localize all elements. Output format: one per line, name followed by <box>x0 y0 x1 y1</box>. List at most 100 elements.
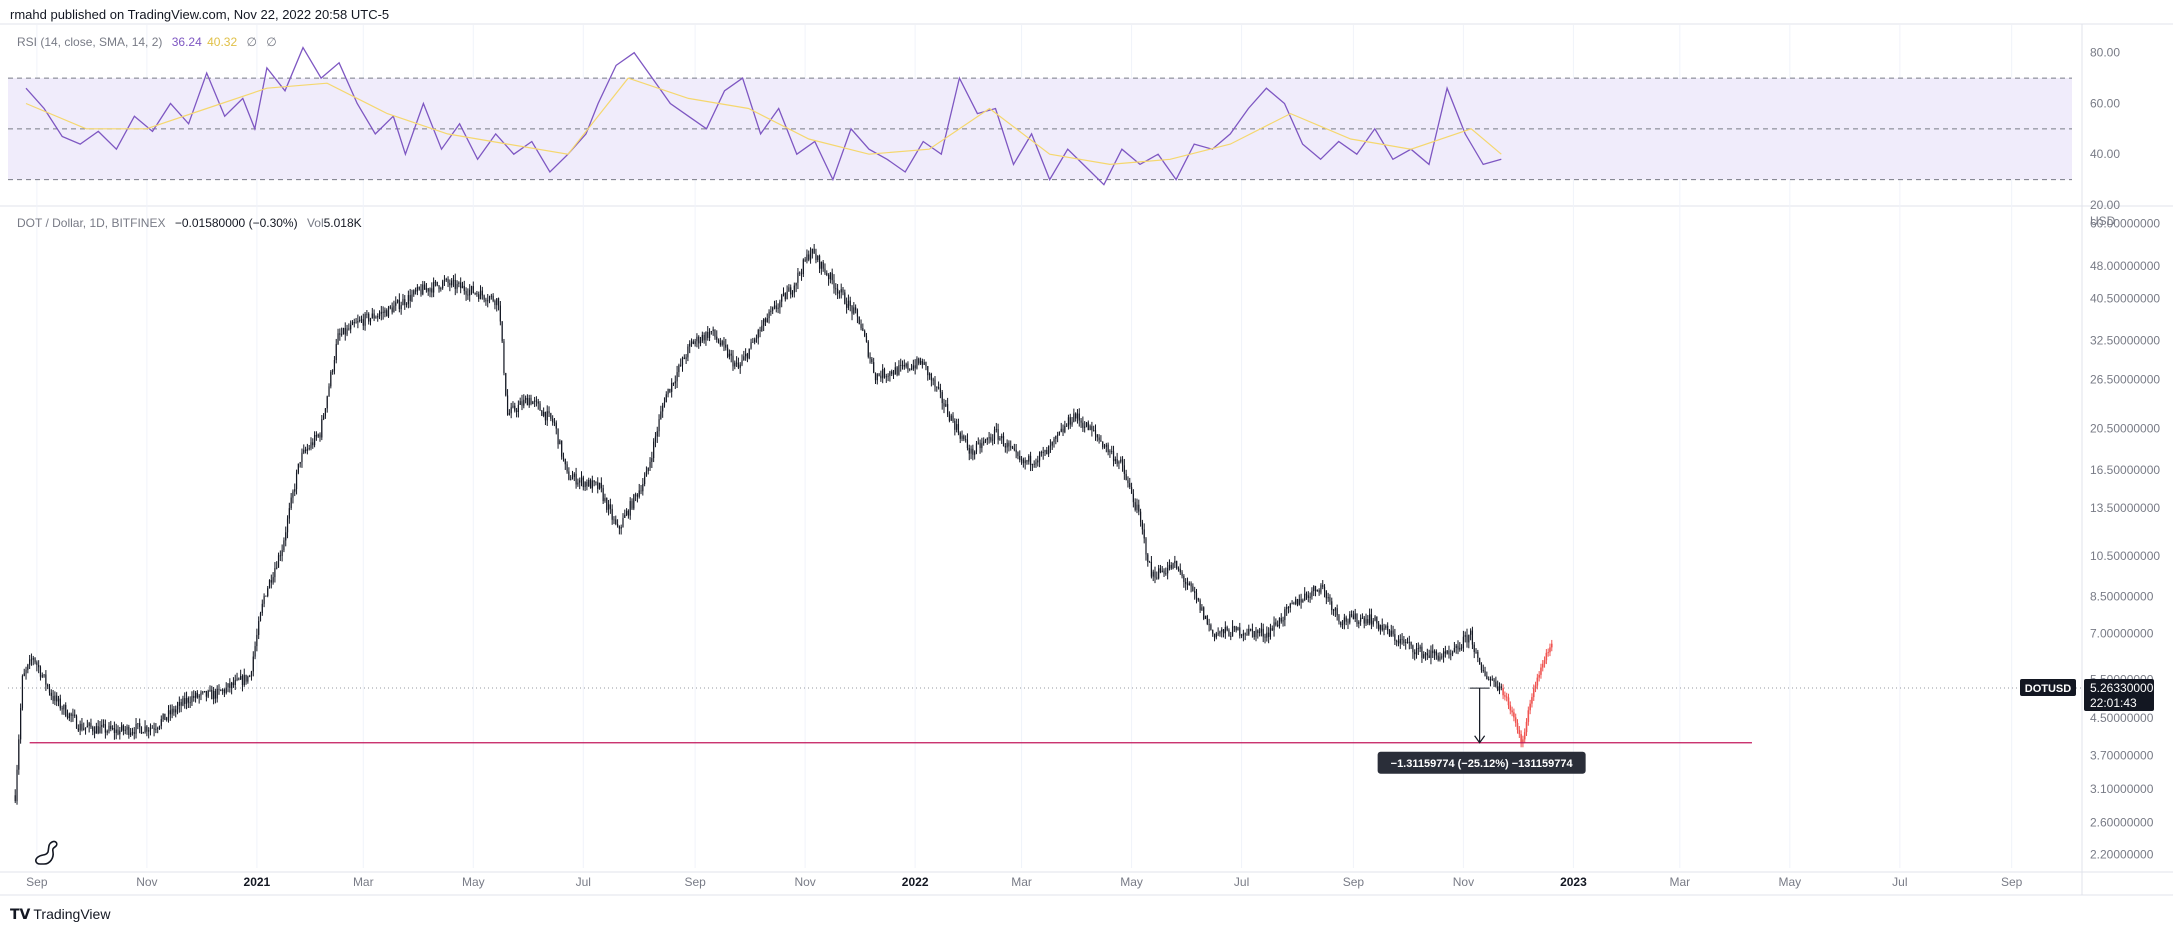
candle-body <box>649 461 651 468</box>
candle <box>739 362 741 374</box>
candle-body <box>1432 650 1434 654</box>
candle-body <box>1123 465 1125 474</box>
candle <box>1302 598 1304 603</box>
price-y-tick-label: 13.50000000 <box>2090 501 2160 515</box>
candle <box>1143 523 1145 544</box>
candle-body <box>1112 451 1115 462</box>
candle-body <box>956 424 958 430</box>
candle-body <box>932 379 934 381</box>
candle-body <box>124 729 126 731</box>
candle <box>1201 604 1203 611</box>
candle <box>223 688 226 698</box>
candle-body <box>579 480 581 483</box>
candle <box>1491 675 1493 681</box>
candle <box>591 475 593 493</box>
candle-body <box>831 272 833 281</box>
candle-body <box>849 300 851 306</box>
candle <box>1121 456 1124 472</box>
candle-body <box>784 293 786 300</box>
candle <box>292 489 294 504</box>
candle-body <box>586 482 588 487</box>
candle <box>1480 662 1483 673</box>
candle-body <box>162 713 164 720</box>
candle <box>386 308 388 317</box>
candle-body <box>683 357 685 359</box>
candle <box>193 690 195 702</box>
tradingview-logo[interactable]: 𝗧𝗩 TradingView <box>10 906 110 923</box>
candle <box>829 272 831 284</box>
candle <box>66 709 69 720</box>
candle <box>1287 606 1290 614</box>
projection-candle <box>1545 649 1548 665</box>
candle <box>469 284 471 302</box>
candle-body <box>1201 607 1203 611</box>
candle <box>1385 624 1387 630</box>
candle <box>270 574 272 589</box>
candle <box>761 320 763 332</box>
candle <box>638 483 640 499</box>
candle <box>914 359 916 375</box>
candle-body <box>281 550 283 556</box>
candle-body <box>782 293 785 296</box>
projection-body <box>1520 734 1522 744</box>
price-y-tick-label: 7.00000000 <box>2090 627 2154 641</box>
candle-body <box>699 340 702 344</box>
candle <box>440 286 442 292</box>
candle <box>72 708 74 722</box>
candle-body <box>209 689 211 691</box>
candle <box>1044 449 1046 456</box>
candle <box>1170 562 1172 570</box>
candle-body <box>1071 421 1073 425</box>
candle <box>1150 555 1153 579</box>
candle <box>1129 477 1131 490</box>
candle-body <box>290 497 292 509</box>
candle <box>416 284 418 296</box>
candle <box>853 302 855 315</box>
candle <box>281 544 283 562</box>
candle <box>797 267 799 290</box>
candle <box>1168 559 1171 571</box>
candle-body <box>885 376 887 378</box>
candle-body <box>117 729 119 735</box>
volume-label-text: Vol <box>306 216 324 230</box>
candle-body <box>1331 601 1333 611</box>
candle <box>84 727 87 735</box>
candle-body <box>804 259 806 261</box>
candle <box>997 423 999 445</box>
candle <box>454 273 456 296</box>
candle <box>941 389 943 410</box>
candle <box>25 666 27 680</box>
candle-body <box>1058 431 1061 435</box>
dino-icon <box>35 840 58 865</box>
candle <box>849 296 851 312</box>
candle <box>104 719 106 739</box>
candle-body <box>1318 590 1320 593</box>
price-y-tick-label: 2.20000000 <box>2090 848 2154 862</box>
candle <box>793 282 795 298</box>
candle <box>124 726 126 735</box>
candle <box>992 434 994 446</box>
candle <box>916 356 918 370</box>
candle <box>378 310 381 320</box>
candle <box>1387 622 1389 635</box>
candle-body <box>1399 639 1401 644</box>
candle <box>936 386 938 392</box>
candle-body <box>301 452 303 463</box>
candle <box>552 415 554 426</box>
candle <box>620 524 622 535</box>
candle <box>956 418 958 433</box>
candle-body <box>308 448 310 450</box>
candle <box>882 364 884 384</box>
candle-body <box>898 365 900 375</box>
candle <box>131 727 134 736</box>
candle <box>786 285 788 300</box>
candle <box>229 678 231 693</box>
candle <box>102 719 105 728</box>
candle <box>1383 623 1385 636</box>
candle <box>411 289 413 303</box>
candle-body <box>1479 657 1481 665</box>
candle-body <box>1372 620 1374 625</box>
candle <box>113 721 116 740</box>
